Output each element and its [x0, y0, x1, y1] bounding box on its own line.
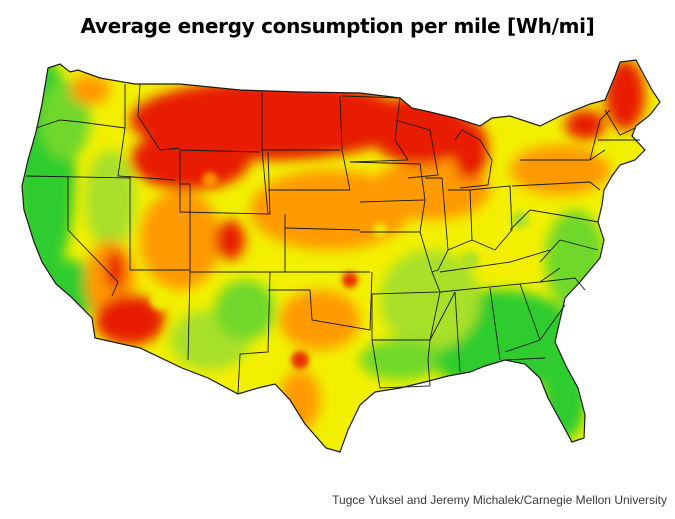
- image-credit: Tugce Yuksel and Jeremy Michalek/Carnegi…: [332, 493, 667, 507]
- us-outline: [21, 59, 661, 453]
- map-title: Average energy consumption per mile [Wh/…: [80, 14, 595, 38]
- heat-layer: [22, 60, 660, 452]
- state-borders: [25, 83, 640, 395]
